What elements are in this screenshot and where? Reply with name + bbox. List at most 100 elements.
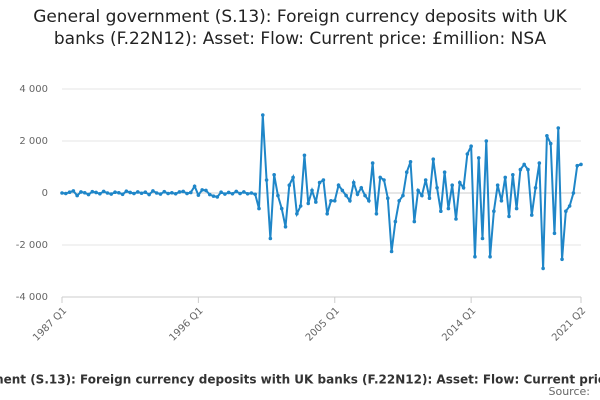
data-point xyxy=(166,191,170,196)
data-point xyxy=(359,186,364,190)
data-point xyxy=(207,192,212,197)
data-point xyxy=(488,254,492,259)
data-point xyxy=(306,201,311,206)
x-tick-label: 1987 Q1 xyxy=(31,305,69,343)
data-point xyxy=(192,184,197,189)
data-point xyxy=(533,186,538,190)
data-point xyxy=(238,191,242,196)
data-point xyxy=(105,191,110,195)
data-point xyxy=(446,206,451,211)
data-point xyxy=(71,189,76,193)
data-point xyxy=(385,196,390,200)
data-point xyxy=(526,167,530,172)
data-point xyxy=(321,178,326,182)
data-point xyxy=(79,190,83,194)
y-tick-label: 0 xyxy=(42,188,48,199)
data-point xyxy=(253,192,258,197)
data-point xyxy=(404,170,409,174)
data-point xyxy=(442,170,447,174)
chart-title: General government (S.13): Foreign curre… xyxy=(33,7,567,49)
data-point xyxy=(537,161,542,165)
data-point xyxy=(215,195,220,199)
source-label: Source: xyxy=(549,385,591,398)
data-point xyxy=(196,193,201,197)
data-point xyxy=(185,191,189,196)
data-point xyxy=(283,225,288,229)
data-point xyxy=(173,191,178,196)
data-point xyxy=(249,191,254,195)
data-point xyxy=(314,200,318,204)
data-point xyxy=(302,153,307,158)
data-point xyxy=(230,191,235,196)
data-point xyxy=(560,257,564,262)
y-tick-label: 2 000 xyxy=(19,136,48,147)
data-point xyxy=(423,178,428,182)
data-point xyxy=(340,188,345,193)
data-point xyxy=(268,236,273,241)
data-point xyxy=(351,180,356,185)
data-point xyxy=(329,199,333,203)
data-point xyxy=(492,209,496,213)
data-point xyxy=(75,193,79,198)
data-point xyxy=(109,192,114,196)
data-point xyxy=(416,188,420,193)
data-point xyxy=(548,141,553,146)
data-point xyxy=(310,188,314,193)
data-point xyxy=(204,188,208,193)
data-point xyxy=(465,152,470,156)
data-point xyxy=(151,189,155,193)
x-tick-label: 2021 Q2 xyxy=(550,305,588,343)
y-tick-label: 4 000 xyxy=(19,84,48,95)
data-point xyxy=(564,209,568,213)
data-point xyxy=(579,162,583,167)
data-point xyxy=(514,206,519,211)
data-point xyxy=(435,186,439,190)
y-tick-label: -2 000 xyxy=(16,240,48,251)
data-point xyxy=(484,139,489,143)
data-point xyxy=(63,191,68,196)
data-point xyxy=(355,192,360,197)
data-point xyxy=(135,190,140,194)
data-point xyxy=(567,204,572,208)
data-point xyxy=(86,192,91,197)
data-point xyxy=(242,190,246,194)
data-point xyxy=(401,193,405,198)
data-point xyxy=(571,191,576,195)
data-point xyxy=(367,199,371,203)
data-point xyxy=(522,162,526,167)
x-tick-label: 1996 Q1 xyxy=(168,305,206,343)
data-point xyxy=(370,161,375,165)
data-point xyxy=(279,206,284,211)
data-point xyxy=(454,217,458,221)
x-tick-label: 2014 Q1 xyxy=(440,305,478,343)
data-point xyxy=(287,183,292,187)
data-point xyxy=(325,212,329,216)
data-point xyxy=(298,204,303,208)
data-point xyxy=(332,199,337,203)
data-point xyxy=(393,219,398,224)
data-point xyxy=(518,167,523,172)
data-point xyxy=(374,212,379,216)
data-point xyxy=(128,190,132,195)
data-point xyxy=(264,178,269,182)
data-point xyxy=(427,196,432,200)
data-point xyxy=(67,190,72,195)
data-point xyxy=(503,175,508,180)
data-point xyxy=(545,134,549,138)
data-point xyxy=(336,183,341,187)
y-tick-label: -4 000 xyxy=(16,292,48,303)
data-point xyxy=(177,190,182,194)
data-point xyxy=(499,199,504,203)
data-point xyxy=(495,183,500,187)
data-point xyxy=(117,190,121,195)
data-point xyxy=(60,191,64,195)
data-point xyxy=(457,180,462,185)
data-point xyxy=(480,236,485,241)
data-point xyxy=(476,156,481,160)
data-point xyxy=(552,231,557,236)
data-point xyxy=(113,190,117,195)
data-point xyxy=(439,209,443,213)
data-point xyxy=(90,189,95,194)
